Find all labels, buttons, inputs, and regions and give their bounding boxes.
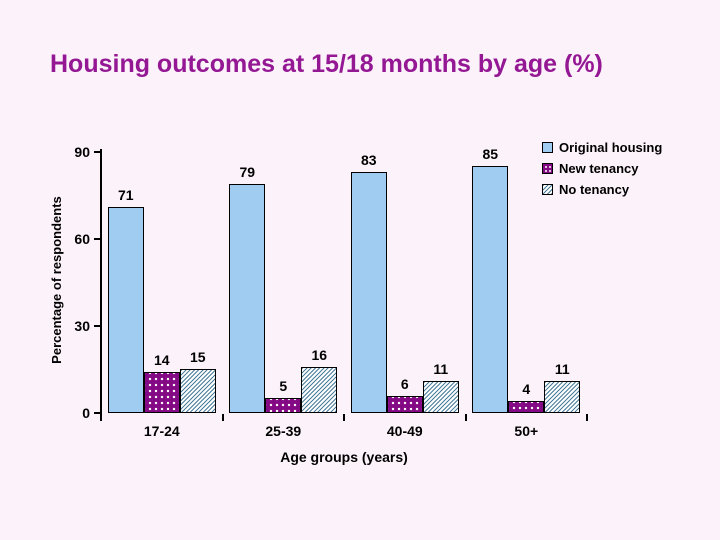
bar-original-housing-40-49 — [350, 172, 387, 413]
legend-swatch-original-housing-icon — [542, 141, 553, 153]
y-tick-label: 0 — [82, 405, 90, 421]
bar-value-label: 79 — [239, 164, 256, 180]
legend-swatch-no-tenancy-icon — [542, 183, 553, 195]
bar-no-tenancy-17-24 — [179, 369, 216, 413]
x-tick — [100, 414, 102, 421]
y-axis-line — [100, 149, 102, 415]
bar-value-label: 11 — [433, 361, 449, 377]
bar-value-label: 16 — [311, 347, 328, 363]
x-tick — [221, 414, 224, 421]
y-tick — [94, 325, 102, 327]
y-tick-label: 90 — [74, 144, 90, 160]
legend-item-label: New tenancy — [559, 160, 639, 176]
x-axis-label: Age groups (years) — [280, 449, 408, 465]
legend-item-original-housing: Original housing — [542, 139, 662, 155]
bar-value-label: 5 — [279, 378, 288, 394]
y-tick — [94, 151, 102, 153]
bar-value-label: 83 — [361, 152, 377, 168]
y-tick-label: 30 — [74, 318, 90, 334]
bar-new-tenancy-25-39 — [265, 398, 302, 413]
category-label-50-: 50+ — [514, 423, 539, 439]
legend: Original housing New tenancy No tenancy — [542, 139, 662, 202]
bar-new-tenancy-50- — [508, 401, 545, 413]
bar-original-housing-17-24 — [107, 207, 144, 413]
bar-value-label: 14 — [154, 352, 170, 368]
y-tick-label: 60 — [74, 231, 90, 247]
x-tick — [464, 414, 467, 421]
category-label-25-39: 25-39 — [265, 423, 302, 439]
bar-no-tenancy-40-49 — [422, 381, 459, 413]
bar-value-label: 6 — [400, 376, 409, 392]
legend-item-label: Original housing — [559, 139, 663, 155]
bar-value-label: 15 — [190, 349, 206, 365]
bar-value-label: 11 — [554, 361, 570, 377]
bar-value-label: 85 — [482, 146, 499, 162]
bar-no-tenancy-25-39 — [301, 367, 338, 413]
bar-no-tenancy-50- — [544, 381, 581, 413]
legend-swatch-new-tenancy-icon — [542, 162, 553, 174]
bar-value-label: 71 — [118, 187, 134, 203]
legend-item-no-tenancy: No tenancy — [542, 181, 662, 197]
bar-original-housing-25-39 — [229, 184, 266, 413]
y-tick — [94, 238, 102, 240]
bar-new-tenancy-17-24 — [143, 372, 180, 413]
bar-original-housing-50- — [472, 166, 509, 413]
bar-value-label: 4 — [522, 381, 531, 397]
y-axis-label: Percentage of respondents — [49, 196, 64, 364]
legend-item-label: No tenancy — [559, 181, 630, 197]
category-label-17-24: 17-24 — [143, 423, 180, 439]
chart-title: Housing outcomes at 15/18 months by age … — [50, 50, 603, 78]
x-tick — [343, 414, 345, 421]
bar-new-tenancy-40-49 — [386, 396, 423, 413]
y-tick — [94, 412, 102, 414]
category-label-40-49: 40-49 — [386, 423, 423, 439]
legend-item-new-tenancy: New tenancy — [542, 160, 662, 176]
x-tick — [586, 414, 588, 421]
